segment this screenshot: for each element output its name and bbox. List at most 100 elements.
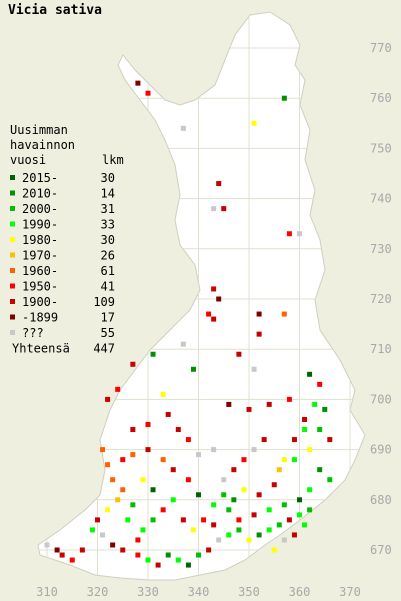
occurrence-square — [44, 542, 50, 548]
occurrence-square — [211, 522, 217, 528]
occurrence-square — [251, 120, 257, 126]
legend-label: 1960- — [22, 264, 58, 278]
x-tick-label: 370 — [339, 585, 361, 599]
occurrence-square — [145, 422, 151, 427]
occurrence-square — [110, 542, 116, 548]
occurrence-square — [196, 552, 201, 558]
legend-count: 61 — [101, 264, 115, 278]
occurrence-square — [190, 527, 196, 533]
occurrence-square — [231, 497, 237, 503]
occurrence-square — [307, 487, 313, 493]
occurrence-square — [155, 562, 161, 568]
occurrence-square — [145, 557, 151, 563]
occurrence-square — [226, 507, 232, 513]
occurrence-square — [236, 351, 242, 357]
occurrence-square — [221, 206, 227, 212]
occurrence-square — [216, 181, 222, 187]
occurrence-square — [120, 487, 126, 493]
occurrence-square — [59, 552, 65, 558]
occurrence-square — [281, 95, 287, 101]
occurrence-square — [297, 497, 302, 503]
occurrence-square — [211, 316, 217, 322]
occurrence-square — [115, 386, 121, 392]
occurrence-square — [180, 341, 186, 347]
occurrence-square — [211, 286, 217, 292]
axis-labels: 310 320 330 340 350 360 370 670 680 690 700 710 720 7… — [36, 41, 392, 599]
occurrence-square — [130, 361, 136, 367]
occurrence-square — [165, 552, 171, 558]
occurrence-square — [317, 427, 323, 433]
occurrence-square — [140, 527, 146, 533]
occurrence-square — [125, 517, 131, 523]
legend-swatch — [10, 237, 15, 242]
occurrence-square — [302, 522, 308, 528]
occurrence-square — [251, 366, 257, 372]
occurrence-square — [95, 517, 100, 523]
legend-total: 447 — [93, 342, 115, 356]
occurrence-square — [286, 517, 292, 523]
occurrence-square — [307, 447, 313, 453]
legend-label: -1899 — [22, 311, 58, 325]
occurrence-square — [307, 371, 313, 377]
legend-heading: Uusimman — [10, 123, 68, 137]
y-tick-label: 710 — [370, 342, 392, 356]
occurrence-square — [135, 552, 141, 558]
occurrence-square — [266, 401, 272, 407]
occurrence-square — [256, 532, 262, 538]
occurrence-square — [135, 537, 141, 543]
legend-label: 1980- — [22, 233, 58, 247]
legend-swatch — [10, 206, 15, 211]
legend-label: 1970- — [22, 249, 58, 263]
legend-count: 33 — [101, 218, 115, 232]
legend-swatch — [10, 268, 15, 273]
occurrence-square — [175, 427, 181, 433]
x-tick-label: 340 — [188, 585, 210, 599]
occurrence-square — [211, 502, 217, 508]
y-tick-label: 730 — [370, 242, 392, 256]
occurrence-square — [100, 532, 106, 538]
occurrence-square — [327, 477, 333, 483]
occurrence-square — [276, 522, 282, 528]
occurrence-square — [216, 537, 222, 543]
finland-outline — [37, 11, 366, 581]
occurrence-square — [231, 467, 237, 473]
legend-label: 2015- — [22, 171, 58, 185]
occurrence-square — [281, 537, 287, 543]
legend-swatch — [10, 252, 15, 258]
occurrence-square — [130, 452, 136, 458]
y-tick-label: 700 — [370, 392, 392, 406]
occurrence-square — [302, 416, 308, 422]
occurrence-square — [150, 517, 156, 523]
occurrence-square — [271, 482, 277, 488]
occurrence-square — [115, 497, 121, 503]
squares — [44, 80, 333, 568]
occurrence-square — [251, 512, 257, 518]
y-tick-label: 750 — [370, 141, 392, 155]
occurrence-square — [105, 462, 111, 468]
occurrence-square — [196, 492, 201, 498]
occurrence-square — [297, 231, 302, 237]
occurrence-square — [291, 457, 297, 463]
occurrence-square — [160, 507, 166, 513]
occurrence-square — [317, 381, 323, 387]
y-tick-label: 680 — [370, 493, 392, 507]
occurrence-square — [317, 467, 323, 473]
y-tick-label: 690 — [370, 443, 392, 457]
legend-count: 30 — [101, 171, 115, 185]
occurrence-square — [185, 477, 191, 483]
occurrence-square — [201, 517, 207, 523]
occurrence-square — [236, 517, 242, 523]
occurrence-square — [286, 231, 292, 237]
legend-swatch — [10, 190, 15, 196]
y-tick-label: 760 — [370, 91, 392, 105]
map-title: Vicia sativa — [8, 3, 102, 18]
occurrence-square — [185, 437, 191, 443]
occurrence-square — [241, 457, 247, 463]
occurrence-square — [120, 457, 126, 463]
legend-swatch — [10, 283, 15, 289]
legend-label: 1900- — [22, 295, 58, 309]
occurrence-square — [286, 396, 292, 402]
occurrence-square — [100, 447, 106, 453]
